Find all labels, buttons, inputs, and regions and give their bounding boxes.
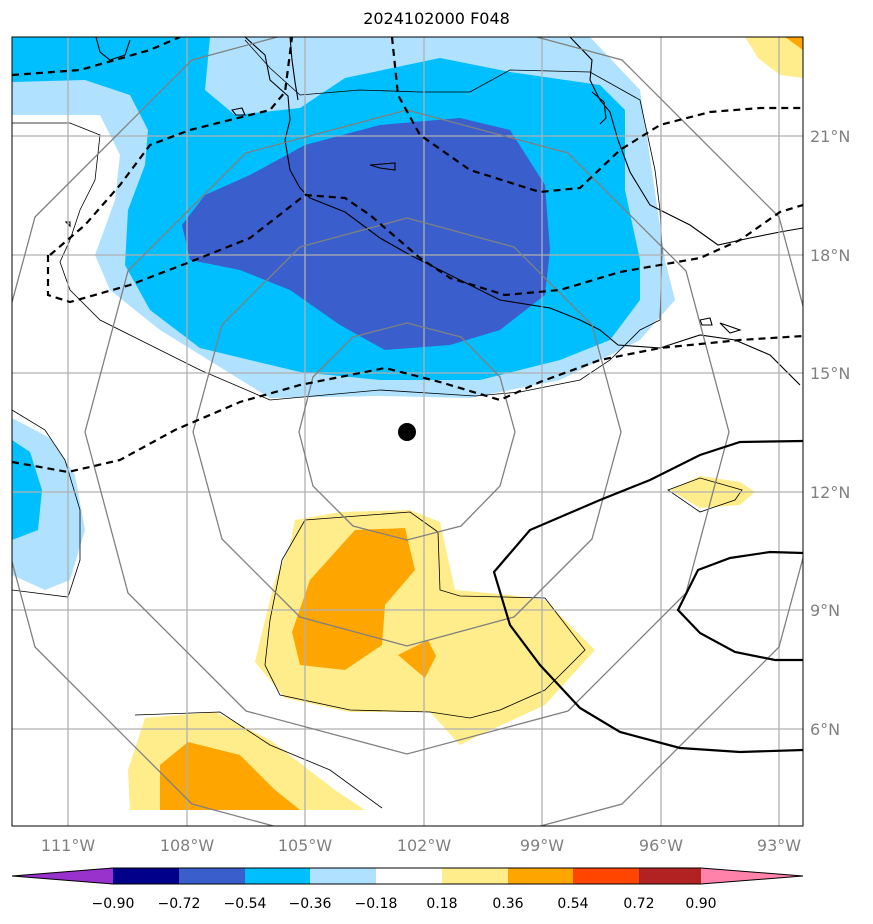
colorbar-extend-low (12, 868, 113, 884)
lat-label: 15°N (810, 364, 850, 383)
storm-center-marker (398, 423, 416, 441)
colorbar-tick-label: −0.54 (224, 896, 267, 912)
lon-label: 105°W (278, 836, 333, 855)
colorbar-segment (179, 868, 245, 884)
colorbar-segment (245, 868, 310, 884)
map-area (12, 37, 803, 826)
lon-label: 108°W (160, 836, 215, 855)
colorbar-extend-high (701, 868, 803, 884)
latitude-labels: 21°N 18°N 15°N 12°N 9°N 6°N (810, 127, 850, 739)
dashed-contours (12, 37, 803, 474)
lon-label: 93°W (757, 836, 801, 855)
range-rings (12, 37, 803, 826)
colorbar-tick-label: −0.18 (355, 896, 398, 912)
lat-label: 21°N (810, 127, 850, 146)
lat-label: 6°N (810, 720, 840, 739)
colorbar-tick-label: 0.18 (426, 896, 457, 912)
solid-contours (492, 439, 803, 754)
colorbar-tick-label: −0.90 (92, 896, 135, 912)
colorbar-tick-label: −0.36 (289, 896, 332, 912)
map-title: 2024102000 F048 (363, 9, 510, 28)
map-frame (11, 36, 804, 827)
lat-label: 9°N (810, 601, 840, 620)
colorbar-segment (639, 868, 701, 884)
colorbar-segment (508, 868, 573, 884)
colorbar-tick-label: 0.90 (685, 896, 716, 912)
coastlines (64, 37, 803, 386)
colorbar-tick-label: 0.36 (492, 896, 523, 912)
colorbar-segment (310, 868, 376, 884)
lon-label: 99°W (520, 836, 564, 855)
colorbar-segment (376, 868, 442, 884)
negative-anomaly-shading (12, 37, 675, 590)
lon-label: 102°W (397, 836, 452, 855)
colorbar-tick-label: −0.72 (158, 896, 201, 912)
colorbar-tick-label: 0.54 (557, 896, 588, 912)
lon-label: 96°W (639, 836, 683, 855)
colorbar: −0.90 −0.72 −0.54 −0.36 −0.18 0.18 0.36 … (11, 867, 804, 912)
colorbar-segment (442, 868, 508, 884)
lat-lon-gridlines (12, 37, 803, 826)
longitude-labels: 111°W 108°W 105°W 102°W 99°W 96°W 93°W (41, 836, 801, 855)
lon-label: 111°W (41, 836, 96, 855)
colorbar-segment (113, 868, 179, 884)
lat-label: 18°N (810, 246, 850, 265)
lat-label: 12°N (810, 483, 850, 502)
colorbar-segment (573, 868, 639, 884)
colorbar-tick-label: 0.72 (623, 896, 654, 912)
